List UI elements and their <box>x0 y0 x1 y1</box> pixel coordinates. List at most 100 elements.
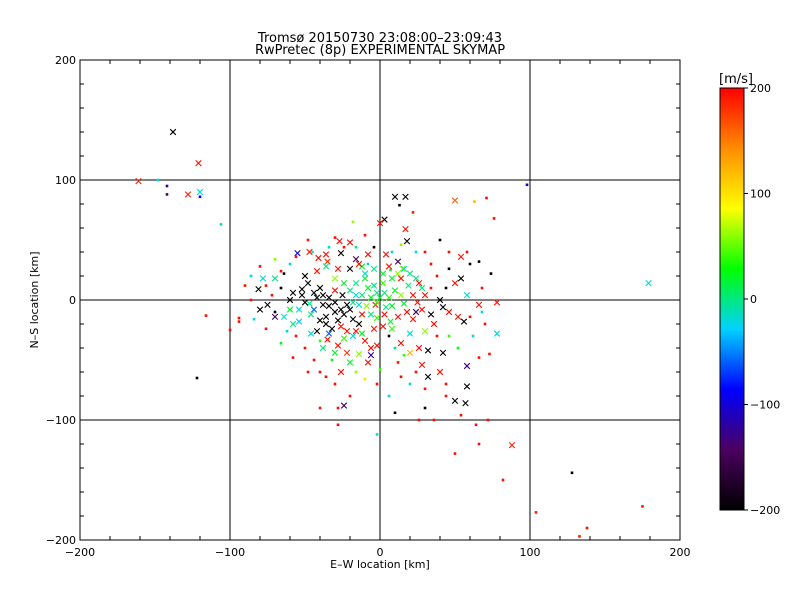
data-point-dot <box>165 193 169 196</box>
data-point-cross <box>307 330 315 337</box>
colorbar-bar <box>719 87 745 511</box>
data-point-cross <box>403 308 411 316</box>
data-point-dot <box>264 327 268 331</box>
data-point-dot <box>444 394 448 398</box>
y-tick-label: 0 <box>69 294 76 307</box>
data-point-cross <box>331 308 339 316</box>
data-point-dot <box>279 269 283 273</box>
data-point-cross <box>340 311 348 318</box>
data-point-cross <box>271 275 279 282</box>
data-point-dot <box>156 178 160 182</box>
data-point-cross <box>313 328 321 335</box>
data-point-dot <box>237 316 241 320</box>
data-point-cross <box>358 330 366 337</box>
data-point-dot <box>393 411 397 415</box>
data-point-dot <box>474 423 478 427</box>
data-point-cross <box>361 270 369 277</box>
data-point-cross <box>462 400 469 407</box>
data-point-dot <box>237 320 241 323</box>
data-point-cross <box>445 308 453 316</box>
data-point-cross <box>310 289 318 296</box>
data-point-cross <box>364 284 372 292</box>
data-point-cross <box>367 344 375 352</box>
data-point-cross <box>340 402 348 409</box>
data-point-cross <box>460 318 468 325</box>
data-point-dot <box>285 329 289 333</box>
data-point-cross <box>331 275 339 282</box>
data-point-cross <box>412 275 420 282</box>
data-point-cross <box>475 301 483 308</box>
data-point-cross <box>414 299 421 306</box>
data-point-cross <box>352 280 360 287</box>
data-point-dot <box>390 250 394 254</box>
data-point-cross <box>402 226 409 233</box>
data-point-dot <box>342 245 346 249</box>
data-point-cross <box>304 280 312 287</box>
data-point-dot <box>486 418 490 422</box>
data-point-dot <box>389 268 392 272</box>
data-point-cross <box>394 258 402 265</box>
data-point-dot <box>264 284 268 287</box>
data-point-dot <box>471 334 475 338</box>
data-point-cross <box>367 294 375 301</box>
data-point-dot <box>273 310 277 314</box>
data-point-dot <box>414 370 418 374</box>
data-point-cross <box>406 349 414 356</box>
axes: −200 −100 0 100 200 −200 −100 0 100 200 <box>46 54 691 559</box>
data-point-dot <box>468 315 472 319</box>
data-point-dot <box>578 535 581 538</box>
data-point-cross <box>406 270 414 277</box>
data-point-dot <box>165 184 169 188</box>
data-point-cross <box>361 337 369 344</box>
data-point-dot <box>489 272 493 275</box>
data-point-cross <box>169 128 177 136</box>
data-point-cross <box>367 311 375 318</box>
data-point-cross <box>322 263 330 270</box>
data-point-dot <box>480 286 484 290</box>
data-point-cross <box>184 191 192 198</box>
data-point-dot <box>195 376 199 380</box>
data-point-cross <box>409 316 417 323</box>
data-point-cross <box>334 265 342 272</box>
data-point-cross <box>370 325 378 332</box>
data-point-dot <box>402 353 406 357</box>
data-point-dot <box>396 361 400 364</box>
data-point-cross <box>394 270 402 277</box>
data-point-dot <box>525 183 529 187</box>
data-point-cross <box>331 287 339 294</box>
data-point-dot <box>354 245 358 249</box>
data-point-dot <box>453 452 457 455</box>
data-point-cross <box>451 397 459 404</box>
data-point-dot <box>411 211 415 214</box>
data-point-dot <box>423 387 427 391</box>
data-point-cross <box>286 296 294 304</box>
data-point-dot <box>348 394 352 398</box>
data-point-cross <box>424 347 432 354</box>
data-point-cross <box>457 253 465 260</box>
data-point-dot <box>438 238 442 242</box>
data-point-dot <box>279 286 283 290</box>
data-point-dot <box>429 286 433 290</box>
data-point-cross <box>328 325 336 332</box>
data-point-dot <box>366 262 370 266</box>
data-point-cross <box>349 316 357 323</box>
data-point-dot <box>375 382 379 386</box>
data-point-cross <box>436 368 444 376</box>
data-point-dot <box>473 200 476 203</box>
data-point-dot <box>393 346 397 350</box>
data-point-dot <box>477 442 481 446</box>
data-point-dot <box>327 245 331 249</box>
data-point-cross <box>195 160 202 167</box>
data-point-cross <box>451 197 459 204</box>
data-point-cross <box>403 238 411 245</box>
data-point-cross <box>334 317 342 324</box>
data-point-dot <box>477 260 481 263</box>
data-point-cross <box>319 301 327 308</box>
data-point-cross <box>255 286 262 293</box>
data-point-cross <box>427 311 435 318</box>
data-point-cross <box>421 328 429 335</box>
data-point-dot <box>294 255 298 259</box>
y-axis-label: N–S location [km] <box>28 251 41 348</box>
data-point-dot <box>435 274 439 278</box>
data-point-dot <box>435 334 439 338</box>
